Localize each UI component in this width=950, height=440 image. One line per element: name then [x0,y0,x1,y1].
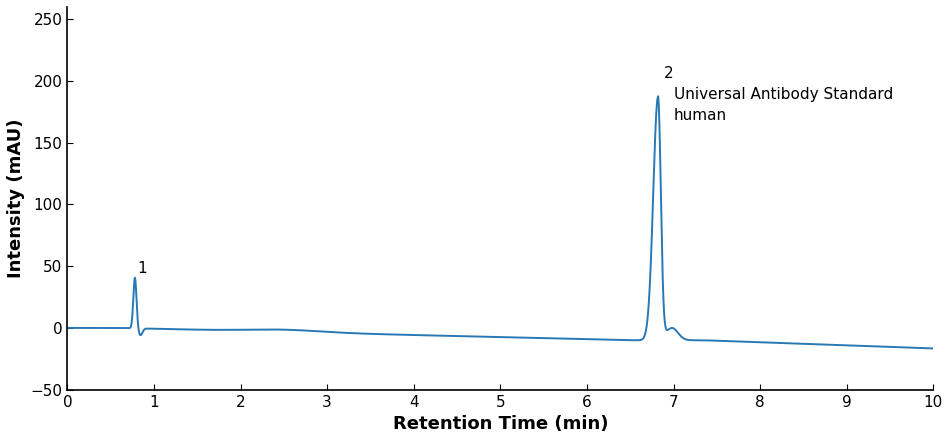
Text: 2: 2 [664,66,674,81]
Text: Universal Antibody Standard
human: Universal Antibody Standard human [674,87,893,123]
X-axis label: Retention Time (min): Retention Time (min) [392,415,608,433]
Y-axis label: Intensity (mAU): Intensity (mAU) [7,118,25,278]
Text: 1: 1 [138,261,147,276]
